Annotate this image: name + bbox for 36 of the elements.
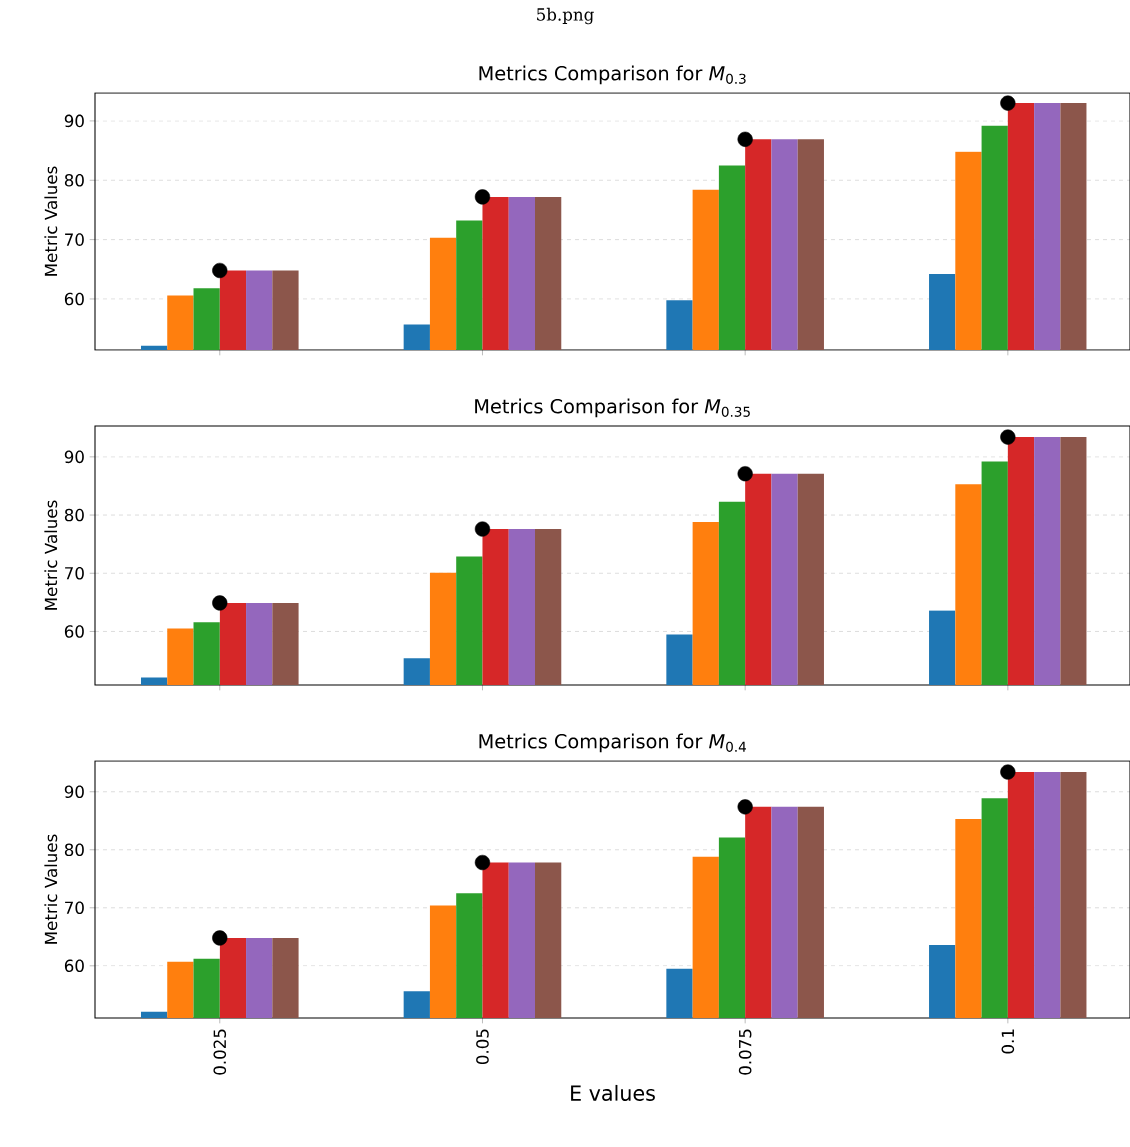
x-tick-label: 0.025 bbox=[213, 1029, 227, 1075]
x-axis-title: E values bbox=[571, 1084, 655, 1101]
point bbox=[212, 262, 228, 279]
point bbox=[212, 930, 228, 946]
y-axis-title: Metric Values bbox=[44, 166, 58, 276]
y-tick-label: 70 bbox=[65, 233, 84, 246]
x-tick-label: 0.075 bbox=[738, 1029, 752, 1075]
y-tick-label: 90 bbox=[64, 114, 84, 128]
point bbox=[1000, 429, 1016, 445]
y-tick-label: 70 bbox=[65, 901, 84, 915]
y-tick-label: 80 bbox=[64, 173, 84, 187]
chart-title: Metrics Comparison for M$_{0.35}$ bbox=[475, 398, 750, 418]
point bbox=[1000, 764, 1016, 780]
point bbox=[474, 521, 491, 537]
point bbox=[474, 854, 491, 871]
y-tick-label: 70 bbox=[65, 566, 84, 580]
chart-title: Metrics Comparison for M$_{0.3}$ bbox=[479, 65, 746, 85]
text: 5b.png bbox=[537, 7, 594, 25]
point bbox=[737, 131, 753, 147]
x-tick-label: 0.1 bbox=[1001, 1029, 1015, 1054]
y-axis-title: Metric Values bbox=[44, 834, 58, 944]
point bbox=[737, 799, 753, 815]
y-tick-label: 80 bbox=[64, 508, 84, 522]
chart-title: Metrics Comparison for M$_{0.4}$ bbox=[479, 733, 746, 753]
y-tick-label: 90 bbox=[64, 785, 84, 799]
point bbox=[212, 595, 228, 611]
y-tick-label: 90 bbox=[64, 450, 84, 464]
y-tick-label: 60 bbox=[64, 625, 84, 638]
y-tick-label: 80 bbox=[64, 843, 84, 857]
point bbox=[474, 189, 491, 205]
y-tick-label: 60 bbox=[64, 292, 84, 306]
y-tick-label: 60 bbox=[64, 959, 84, 973]
point bbox=[1000, 95, 1016, 111]
x-tick-label: 0.05 bbox=[476, 1029, 489, 1065]
point bbox=[737, 466, 753, 482]
y-axis-title: Metric Values bbox=[44, 500, 58, 610]
